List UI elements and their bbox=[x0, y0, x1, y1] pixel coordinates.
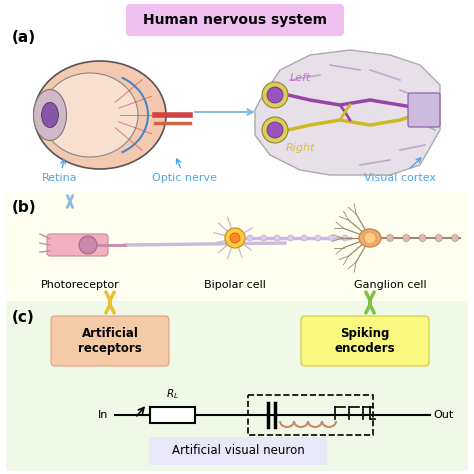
Ellipse shape bbox=[42, 102, 58, 128]
Circle shape bbox=[267, 122, 283, 138]
Text: Spiking
encoders: Spiking encoders bbox=[335, 327, 395, 355]
Circle shape bbox=[435, 235, 442, 241]
Text: (c): (c) bbox=[12, 310, 35, 325]
Circle shape bbox=[419, 235, 426, 241]
Circle shape bbox=[262, 117, 288, 143]
Circle shape bbox=[403, 235, 410, 241]
Text: Right: Right bbox=[285, 143, 315, 153]
FancyBboxPatch shape bbox=[301, 316, 429, 366]
Text: Visual cortex: Visual cortex bbox=[364, 158, 436, 183]
Circle shape bbox=[342, 235, 348, 241]
Circle shape bbox=[261, 235, 266, 241]
Circle shape bbox=[328, 235, 335, 241]
FancyBboxPatch shape bbox=[126, 4, 344, 36]
Circle shape bbox=[230, 233, 240, 243]
FancyBboxPatch shape bbox=[149, 437, 327, 465]
Circle shape bbox=[301, 235, 307, 241]
FancyBboxPatch shape bbox=[47, 234, 108, 256]
Ellipse shape bbox=[42, 73, 138, 157]
Circle shape bbox=[79, 236, 97, 254]
Text: $R_L$: $R_L$ bbox=[165, 387, 178, 401]
Ellipse shape bbox=[359, 229, 381, 247]
Circle shape bbox=[315, 235, 321, 241]
Circle shape bbox=[452, 235, 458, 241]
Circle shape bbox=[247, 235, 253, 241]
Polygon shape bbox=[255, 50, 440, 175]
FancyBboxPatch shape bbox=[150, 407, 195, 423]
FancyBboxPatch shape bbox=[408, 93, 440, 127]
Text: Artificial
receptors: Artificial receptors bbox=[78, 327, 142, 355]
Text: Left: Left bbox=[289, 73, 310, 83]
Text: Photoreceptor: Photoreceptor bbox=[41, 280, 119, 290]
Text: Human nervous system: Human nervous system bbox=[143, 13, 327, 27]
Text: (b): (b) bbox=[12, 200, 36, 215]
Ellipse shape bbox=[34, 90, 66, 140]
Circle shape bbox=[364, 232, 376, 244]
Text: Ganglion cell: Ganglion cell bbox=[354, 280, 426, 290]
Circle shape bbox=[267, 87, 283, 103]
FancyBboxPatch shape bbox=[51, 316, 169, 366]
Text: In: In bbox=[98, 410, 108, 420]
Circle shape bbox=[386, 235, 393, 241]
Circle shape bbox=[288, 235, 294, 241]
Text: Artificial visual neuron: Artificial visual neuron bbox=[172, 445, 304, 457]
FancyBboxPatch shape bbox=[6, 301, 468, 471]
FancyBboxPatch shape bbox=[6, 191, 468, 304]
Circle shape bbox=[225, 228, 245, 248]
Text: (a): (a) bbox=[12, 30, 36, 45]
Ellipse shape bbox=[34, 61, 166, 169]
Circle shape bbox=[262, 82, 288, 108]
Text: Optic nerve: Optic nerve bbox=[153, 159, 218, 183]
Circle shape bbox=[274, 235, 280, 241]
Text: Out: Out bbox=[433, 410, 453, 420]
Text: Bipolar cell: Bipolar cell bbox=[204, 280, 266, 290]
Text: Retina: Retina bbox=[42, 159, 78, 183]
